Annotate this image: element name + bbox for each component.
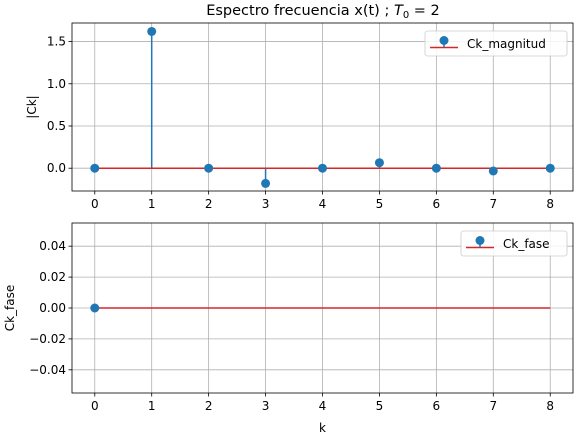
x-tick-label: 4 xyxy=(319,399,327,413)
chart-title-math-symbol: T xyxy=(394,3,404,19)
x-tick-label: 6 xyxy=(433,197,441,211)
x-tick-label: 6 xyxy=(433,399,441,413)
x-tick-label: 1 xyxy=(148,399,156,413)
x-tick-label: 2 xyxy=(205,197,213,211)
chart-title: Espectro frecuencia x(t) ; T0 = 2 xyxy=(206,3,440,21)
y-tick-label: −0.02 xyxy=(29,332,66,346)
stem-marker xyxy=(147,26,157,36)
x-tick-label: 2 xyxy=(205,399,213,413)
x-tick-label: 8 xyxy=(546,399,554,413)
x-axis-label: k xyxy=(319,421,326,435)
x-tick-label: 1 xyxy=(148,197,156,211)
x-tick-label: 5 xyxy=(376,399,384,413)
y-tick-label: 1.0 xyxy=(47,77,66,91)
legend-box xyxy=(424,30,568,57)
legend-marker-swatch xyxy=(439,36,449,45)
x-tick-label: 8 xyxy=(546,197,554,211)
x-tick-label: 4 xyxy=(319,197,327,211)
stem-marker xyxy=(204,163,214,173)
x-tick-label: 5 xyxy=(376,197,384,211)
y-axis-label: |Ck| xyxy=(25,95,39,118)
y-tick-label: 1.5 xyxy=(47,35,66,49)
legend: Ck_magnitud xyxy=(424,30,568,57)
x-tick-label: 7 xyxy=(489,399,497,413)
y-tick-label: −0.04 xyxy=(29,363,66,377)
x-tick-label: 3 xyxy=(262,399,270,413)
chart-title-math-sub: 0 xyxy=(403,10,409,21)
chart-title-main: Espectro frecuencia x(t) ; xyxy=(206,3,394,19)
legend: Ck_fase xyxy=(460,230,568,257)
stem-marker xyxy=(261,178,271,188)
y-tick-label: 0.0 xyxy=(47,161,66,175)
x-tick-label: 7 xyxy=(489,197,497,211)
x-tick-label: 0 xyxy=(91,197,99,211)
stem-marker xyxy=(545,163,555,173)
x-tick-label: 0 xyxy=(91,399,99,413)
stem-marker xyxy=(488,166,498,176)
chart-title-math-rest: = 2 xyxy=(409,3,440,19)
y-tick-label: 0.5 xyxy=(47,119,66,133)
legend-label: Ck_magnitud xyxy=(467,37,546,51)
legend-label: Ck_fase xyxy=(503,237,550,251)
stem-marker xyxy=(431,163,441,173)
stem-marker xyxy=(318,163,327,173)
legend-box xyxy=(460,230,568,257)
legend-marker-swatch xyxy=(475,236,485,245)
stem-marker xyxy=(90,163,100,173)
x-tick-label: 3 xyxy=(262,197,270,211)
y-tick-label: 0.04 xyxy=(39,239,66,253)
magnitude-subplot: 0 1 2 3 4 5 6 7 8 0.0 0.5 1.0 1.5 |Ck| Ck_magnitud xyxy=(25,22,574,211)
y-tick-label: 0.02 xyxy=(39,270,66,284)
y-tick-label: 0.00 xyxy=(39,301,66,315)
y-axis-label: Ck_fase xyxy=(3,285,17,332)
stem-marker xyxy=(374,158,384,168)
stem-marker xyxy=(90,303,100,313)
